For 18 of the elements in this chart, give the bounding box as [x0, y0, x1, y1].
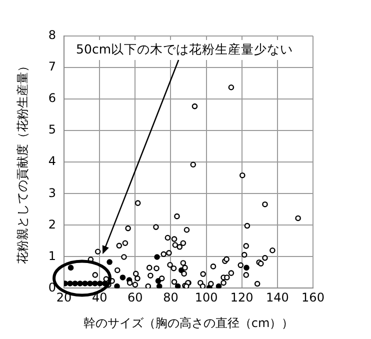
y-tick-label: 4 — [48, 154, 56, 168]
y-tick-label: 0 — [48, 280, 56, 294]
y-tick-label: 3 — [48, 186, 56, 200]
annotation: 50cm以下の木では花粉生産量少ない — [76, 41, 294, 56]
y-tick-label: 5 — [48, 122, 56, 137]
y-tick-label: 1 — [48, 248, 56, 263]
x-tick-label: 80 — [163, 290, 178, 305]
y-tick-label: 2 — [48, 217, 56, 232]
x-tick-label: 140 — [266, 290, 289, 305]
x-tick-label: 100 — [194, 290, 218, 305]
y-axis-title: 花粉親としての貢献度（花粉生産量） — [15, 60, 30, 264]
x-tick-label: 160 — [302, 290, 324, 305]
y-tick-label: 7 — [48, 60, 56, 74]
x-axis-title: 幹のサイズ（胸の高さの直径（cm）） — [83, 316, 294, 330]
x-tick-label: 120 — [230, 290, 254, 305]
x-tick-label: 60 — [128, 290, 143, 305]
y-tick-label: 8 — [48, 28, 56, 42]
y-tick-label: 6 — [48, 91, 56, 106]
